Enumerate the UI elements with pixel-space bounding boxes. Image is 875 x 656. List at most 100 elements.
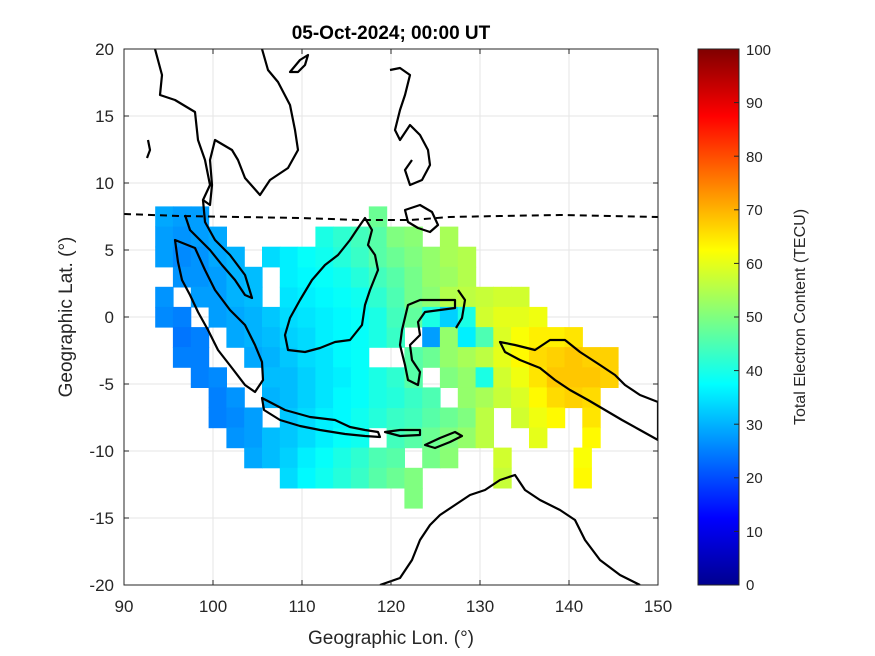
tec-cell xyxy=(350,347,370,368)
tec-cell xyxy=(475,347,494,368)
coastline-halmahera xyxy=(455,289,467,329)
tec-cell xyxy=(208,407,227,429)
tec-cell xyxy=(279,467,299,489)
y-tick-label: 10 xyxy=(95,174,114,193)
tec-cell xyxy=(350,387,370,409)
tec-cell xyxy=(404,487,423,509)
tec-cell xyxy=(368,467,388,489)
tec-cell xyxy=(582,427,601,449)
tec-cell xyxy=(315,266,334,288)
tec-cell xyxy=(333,306,352,328)
y-tick-label: -15 xyxy=(89,509,114,528)
tec-cell xyxy=(350,306,370,328)
tec-cell xyxy=(582,407,601,429)
tec-cell xyxy=(262,367,281,388)
tec-cell xyxy=(244,427,263,449)
tec-cell xyxy=(279,427,299,449)
tec-cell xyxy=(262,447,281,469)
tec-cell xyxy=(333,286,352,308)
tec-cell xyxy=(439,286,459,308)
tec-cell xyxy=(529,347,548,368)
tec-cell xyxy=(493,447,512,469)
tec-cell xyxy=(386,246,405,268)
tec-cell xyxy=(600,367,619,388)
tec-cell xyxy=(368,286,388,308)
tec-cell xyxy=(457,387,477,409)
magnetic-equator-line xyxy=(124,213,658,221)
tec-cell xyxy=(333,467,352,489)
y-tick-label: 15 xyxy=(95,107,114,126)
tec-cell xyxy=(297,447,316,469)
tec-cell xyxy=(368,306,388,328)
tec-cell xyxy=(564,327,583,348)
tec-cell xyxy=(190,286,210,308)
tec-cell xyxy=(493,387,512,409)
tec-cell xyxy=(333,347,352,368)
tec-cell xyxy=(262,427,281,449)
tec-cell xyxy=(333,407,352,429)
chart-title: 05-Oct-2024; 00:00 UT xyxy=(292,23,491,44)
coastline-andaman xyxy=(145,139,152,159)
tec-cell xyxy=(172,347,192,368)
y-tick-labels: 20 15 10 5 0 -5 -10 -15 -20 xyxy=(89,40,114,595)
tec-cell xyxy=(315,387,334,409)
x-tick-label: 120 xyxy=(377,597,405,616)
tec-cell xyxy=(457,246,477,268)
colorbar-tick-label: 100 xyxy=(746,42,771,59)
tec-cell xyxy=(564,367,583,388)
tec-cell xyxy=(333,367,352,388)
tec-cell xyxy=(600,347,619,368)
tec-cell xyxy=(262,347,281,368)
tec-cell xyxy=(262,246,281,268)
tec-cell xyxy=(208,226,227,248)
tec-cell xyxy=(386,407,405,429)
tec-cell xyxy=(475,367,494,388)
tec-cell xyxy=(315,347,334,368)
tec-cell xyxy=(190,347,210,368)
tec-cell xyxy=(422,286,441,308)
tec-cell xyxy=(244,306,263,328)
colorbar-tick-label: 40 xyxy=(746,363,763,380)
tec-cell xyxy=(386,367,405,388)
tec-cell xyxy=(297,367,316,388)
tec-cell xyxy=(439,327,459,348)
tec-cell xyxy=(315,447,334,469)
tec-cell xyxy=(297,387,316,409)
colorbar xyxy=(697,48,740,586)
tec-cell xyxy=(244,266,263,288)
tec-cell xyxy=(368,327,388,348)
tec-cell xyxy=(386,467,405,489)
colorbar-tick-label: 50 xyxy=(746,309,763,326)
tec-cell xyxy=(386,266,405,288)
tec-cell xyxy=(244,447,263,469)
tec-cell xyxy=(279,387,299,409)
colorbar-tick-labels: 0 10 20 30 40 50 60 70 80 90 100 xyxy=(746,42,771,594)
colorbar-tick-label: 60 xyxy=(746,256,763,273)
tec-cell xyxy=(439,407,459,429)
tec-cell xyxy=(439,347,459,368)
tec-cell xyxy=(529,387,548,409)
tec-cell xyxy=(368,206,388,228)
tec-cell xyxy=(262,306,281,328)
tec-cell xyxy=(546,407,566,429)
tec-cell xyxy=(208,367,227,388)
tec-cell xyxy=(582,387,601,409)
tec-cell xyxy=(457,327,477,348)
coastline-java xyxy=(260,396,382,439)
tec-cell xyxy=(422,327,441,348)
coastline-philippines xyxy=(389,66,432,187)
tec-cell xyxy=(297,246,316,268)
tec-cell xyxy=(529,367,548,388)
tec-cell xyxy=(333,246,352,268)
tec-cell xyxy=(315,427,334,449)
tec-cell xyxy=(493,286,512,308)
tec-cell xyxy=(297,467,316,489)
x-tick-labels: 90 100 110 120 130 140 150 xyxy=(115,597,673,616)
coastlines xyxy=(145,49,658,585)
tec-cell xyxy=(208,306,227,328)
tec-cell xyxy=(493,367,512,388)
tec-cell xyxy=(279,347,299,368)
tec-cell xyxy=(172,306,192,328)
coastline-mindanao xyxy=(403,203,440,234)
tec-cell xyxy=(155,206,174,228)
